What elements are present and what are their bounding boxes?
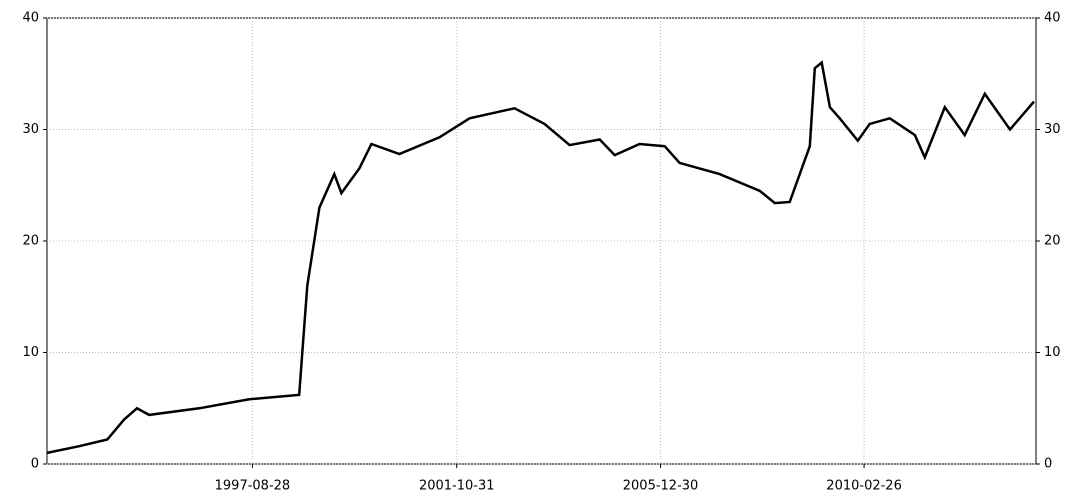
y-tick-label: 30 <box>22 122 39 137</box>
y-tick-label: 40 <box>22 11 39 26</box>
price-line <box>46 60 1035 455</box>
y2-tick-label: 40 <box>1044 11 1061 26</box>
y-tick-label: 20 <box>22 234 39 249</box>
x-tick-label: 2001-10-31 <box>419 479 495 494</box>
x-tick-label: 2010-02-26 <box>826 479 902 494</box>
y2-tick-label: 0 <box>1044 457 1052 472</box>
y2-tick-label: 20 <box>1044 234 1061 249</box>
x-tick-label: 1997-08-28 <box>215 479 291 494</box>
y-tick-label: 0 <box>31 457 39 472</box>
y2-tick-label: 30 <box>1044 122 1061 137</box>
x-tick-label: 2005-12-30 <box>623 479 699 494</box>
y2-tick-label: 10 <box>1044 345 1061 360</box>
y-tick-label: 10 <box>22 345 39 360</box>
